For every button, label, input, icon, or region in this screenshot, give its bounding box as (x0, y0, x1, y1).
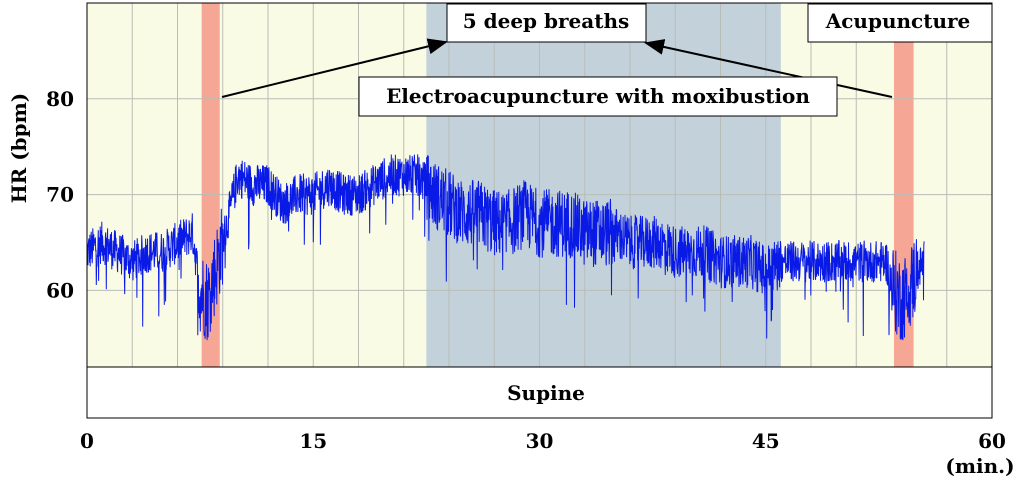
posture-bar (86, 366, 993, 419)
acupuncture-label: Acupuncture (825, 9, 971, 33)
period-bands (201, 3, 914, 367)
treatment-period-band (426, 3, 781, 367)
deep-breaths-label: 5 deep breaths (463, 9, 630, 33)
hr-series (86, 154, 925, 341)
y-tick-label: 70 (46, 183, 74, 207)
grid-lines (87, 3, 992, 367)
deep-breaths-box (446, 3, 647, 43)
y-axis-title: HR (bpm) (7, 93, 31, 204)
x-tick-label: 15 (299, 429, 327, 453)
y-tick-labels: 60 70 80 (46, 87, 74, 303)
posture-label: Supine (507, 381, 585, 405)
acupuncture-pointer (644, 39, 893, 98)
x-tick-label: 30 (526, 429, 554, 453)
acupuncture-box (807, 3, 993, 43)
x-tick-label: 60 (978, 429, 1006, 453)
y-tick-label: 80 (46, 87, 74, 111)
x-tick-label: 45 (752, 429, 780, 453)
x-tick-labels: 0 15 30 45 60 (80, 429, 1006, 453)
x-tick-label: 0 (80, 429, 94, 453)
electroacupuncture-box (358, 76, 838, 117)
x-axis-unit: (min.) (945, 454, 1014, 478)
y-tick-label: 60 (46, 278, 74, 302)
hr-series-line (86, 154, 925, 341)
electroacupuncture-label: Electroacupuncture with moxibustion (386, 84, 810, 108)
deep-breaths-pointer (221, 38, 448, 98)
